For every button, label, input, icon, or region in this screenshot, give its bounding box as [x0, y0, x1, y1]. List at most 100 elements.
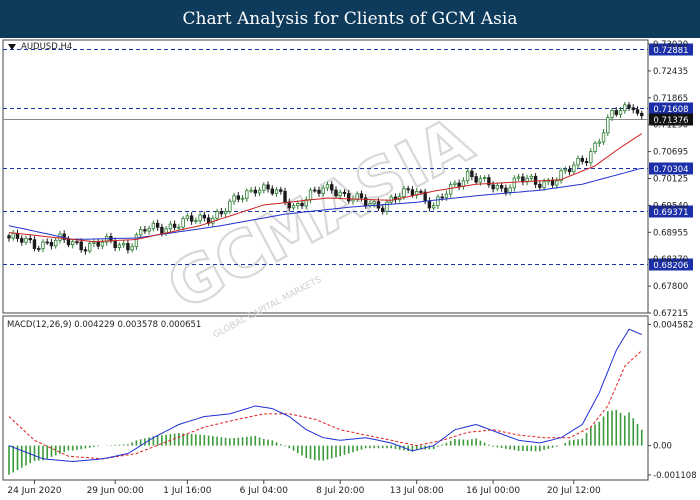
candle-body-19 — [87, 242, 92, 252]
candle-body-26 — [117, 244, 122, 248]
candle-body-49 — [215, 211, 219, 219]
macd-panel: MACD(12,26,9) 0.004229 0.003578 0.000651… — [7, 320, 697, 481]
candle-body-94 — [406, 188, 410, 191]
candle-body-71 — [308, 189, 313, 201]
candle-body-145 — [623, 104, 627, 112]
candle-108 — [465, 168, 470, 184]
watermark-brand: GCMASIA — [156, 104, 484, 325]
ma-fast-line — [8, 133, 643, 243]
level-tag-label-2: 0.71376 — [653, 116, 688, 126]
candle-body-52 — [228, 200, 232, 212]
candle-67 — [291, 203, 296, 211]
candle-body-113 — [487, 177, 491, 186]
candle-body-93 — [402, 188, 406, 197]
macd-tick-label-0: 0.004582 — [653, 320, 694, 330]
candle-body-144 — [618, 110, 623, 115]
level-tag-2: 0.71376 — [649, 113, 693, 126]
candle-body-124 — [533, 175, 538, 185]
candle-120 — [516, 173, 521, 181]
price-tick-label-0: 0.73020 — [653, 40, 688, 50]
price-tick-label-3: 0.71290 — [653, 121, 688, 131]
level-tag-3: 0.70304 — [649, 162, 693, 175]
candle-body-125 — [538, 183, 542, 188]
candle-40 — [177, 223, 181, 231]
candle-body-14 — [66, 239, 71, 246]
price-tick-label-1: 0.72435 — [653, 67, 688, 77]
candle-125 — [538, 180, 542, 191]
price-tick-label-2: 0.71865 — [653, 94, 688, 104]
candle-body-33 — [147, 228, 151, 232]
candle-27 — [121, 240, 126, 248]
candle-body-135 — [580, 157, 584, 162]
candle-89 — [385, 199, 389, 215]
candle-78 — [338, 189, 342, 200]
candle-body-139 — [597, 141, 601, 144]
candle-body-75 — [325, 184, 330, 189]
candle-body-148 — [635, 109, 640, 114]
candle-10 — [49, 238, 54, 250]
candle-body-112 — [482, 177, 487, 180]
candle-117 — [504, 184, 508, 196]
candle-body-13 — [62, 233, 66, 240]
candle-43 — [189, 212, 194, 225]
candle-110 — [474, 172, 478, 185]
candle-121 — [521, 173, 525, 186]
candle-26 — [117, 242, 122, 251]
candle-148 — [635, 106, 640, 116]
level-tag-4: 0.69371 — [649, 205, 693, 218]
candle-body-18 — [83, 249, 88, 252]
candle-body-102 — [440, 196, 444, 199]
candle-body-73 — [317, 189, 321, 194]
candle-1 — [11, 229, 15, 241]
candle-body-81 — [351, 198, 355, 202]
candle-body-79 — [342, 191, 347, 194]
candle-body-121 — [521, 176, 525, 183]
candle-body-8 — [41, 241, 45, 250]
candle-body-120 — [516, 176, 521, 179]
candle-70 — [304, 196, 308, 209]
candle-body-61 — [266, 184, 270, 190]
candle-body-134 — [576, 157, 580, 166]
candle-144 — [618, 106, 623, 119]
candle-105 — [453, 180, 457, 187]
candle-body-4 — [24, 237, 28, 243]
candle-body-59 — [257, 189, 262, 194]
candle-3 — [20, 235, 24, 246]
candle-body-39 — [172, 223, 177, 228]
candle-2 — [15, 229, 20, 242]
candle-39 — [172, 220, 177, 231]
candle-body-56 — [245, 190, 249, 199]
candle-body-35 — [155, 222, 160, 228]
candle-body-43 — [189, 215, 194, 222]
chart-frames — [2, 39, 649, 481]
candle-body-133 — [572, 164, 576, 173]
macd-label: MACD(12,26,9) 0.004229 0.003578 0.000651 — [7, 320, 201, 330]
candle-body-129 — [555, 180, 559, 186]
candle-body-88 — [381, 207, 385, 212]
price-tick-label-7: 0.68955 — [653, 228, 688, 238]
candle-body-78 — [338, 191, 342, 197]
symbol-dropdown-icon — [8, 44, 16, 50]
candle-body-105 — [453, 182, 457, 185]
candle-74 — [321, 185, 325, 197]
candle-34 — [151, 220, 156, 232]
candle-body-57 — [249, 189, 253, 192]
candle-body-11 — [54, 239, 58, 247]
level-tag-label-1: 0.71608 — [653, 105, 688, 115]
ma-slow-line — [8, 167, 642, 240]
candle-62 — [270, 185, 274, 196]
candle-80 — [347, 189, 351, 204]
level-tag-bg-4 — [649, 205, 693, 218]
candle-body-116 — [499, 185, 504, 189]
candle-body-17 — [79, 241, 83, 251]
candle-body-30 — [134, 234, 139, 247]
candle-body-66 — [287, 201, 291, 209]
candle-57 — [249, 186, 253, 194]
candle-56 — [245, 188, 249, 202]
candle-body-117 — [504, 187, 508, 193]
candle-body-46 — [202, 214, 207, 219]
candle-body-58 — [253, 189, 258, 194]
candle-body-28 — [126, 243, 130, 251]
candle-body-7 — [37, 248, 41, 250]
